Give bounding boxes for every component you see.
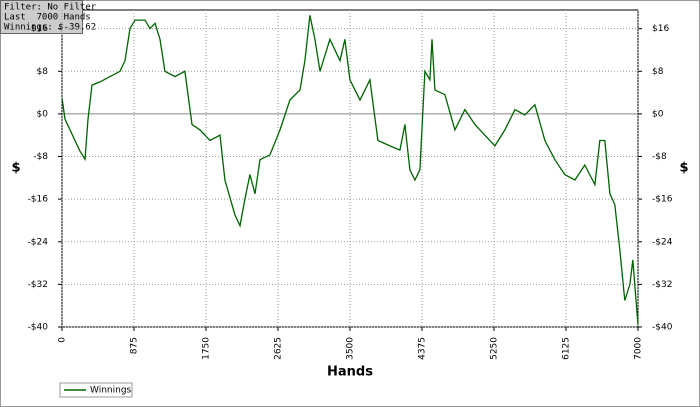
y-tick-label: $16 xyxy=(31,24,48,34)
info-box xyxy=(0,0,83,34)
y-tick-label: -$24 xyxy=(28,237,49,247)
plot-area xyxy=(61,9,639,328)
y-tick-label: -$8 xyxy=(33,152,48,162)
y-tick-label: $8 xyxy=(37,67,49,77)
y2-tick-label: $8 xyxy=(652,67,664,77)
x-tick-label: 0 xyxy=(58,337,68,343)
legend-label: Winnings xyxy=(90,386,132,396)
x-tick-label: 5250 xyxy=(490,337,500,360)
info-line: Filter: No Filter xyxy=(4,3,97,13)
y-tick-label: -$40 xyxy=(28,323,49,333)
y2-tick-label: -$40 xyxy=(652,323,673,333)
y-tick-label: $0 xyxy=(37,109,49,119)
y2-tick-label: -$24 xyxy=(652,237,673,247)
x-tick-label: 2625 xyxy=(274,337,284,360)
y-axis-title: $ xyxy=(11,161,20,176)
y2-tick-label: $16 xyxy=(652,24,669,34)
y-tick-label: -$16 xyxy=(28,195,49,205)
y-tick-label: -$32 xyxy=(28,280,48,290)
y2-tick-label: -$8 xyxy=(652,152,667,162)
x-tick-label: 1750 xyxy=(202,337,212,360)
legend xyxy=(59,382,133,398)
x-tick-label: 875 xyxy=(130,337,140,354)
y2-axis-title: $ xyxy=(679,161,688,176)
x-axis-title: Hands xyxy=(327,365,373,380)
y2-tick-label: -$32 xyxy=(652,280,672,290)
info-line: Winnings: $-39.62 xyxy=(4,23,96,33)
x-tick-label: 7000 xyxy=(634,337,644,360)
x-tick-label: 3500 xyxy=(346,337,356,360)
y2-tick-label: $0 xyxy=(652,109,664,119)
x-tick-label: 4375 xyxy=(418,337,428,360)
y2-tick-label: -$16 xyxy=(652,195,673,205)
x-tick-label: 6125 xyxy=(562,337,572,360)
data-line xyxy=(61,15,639,326)
info-line: Last 7000 Hands xyxy=(4,13,91,23)
